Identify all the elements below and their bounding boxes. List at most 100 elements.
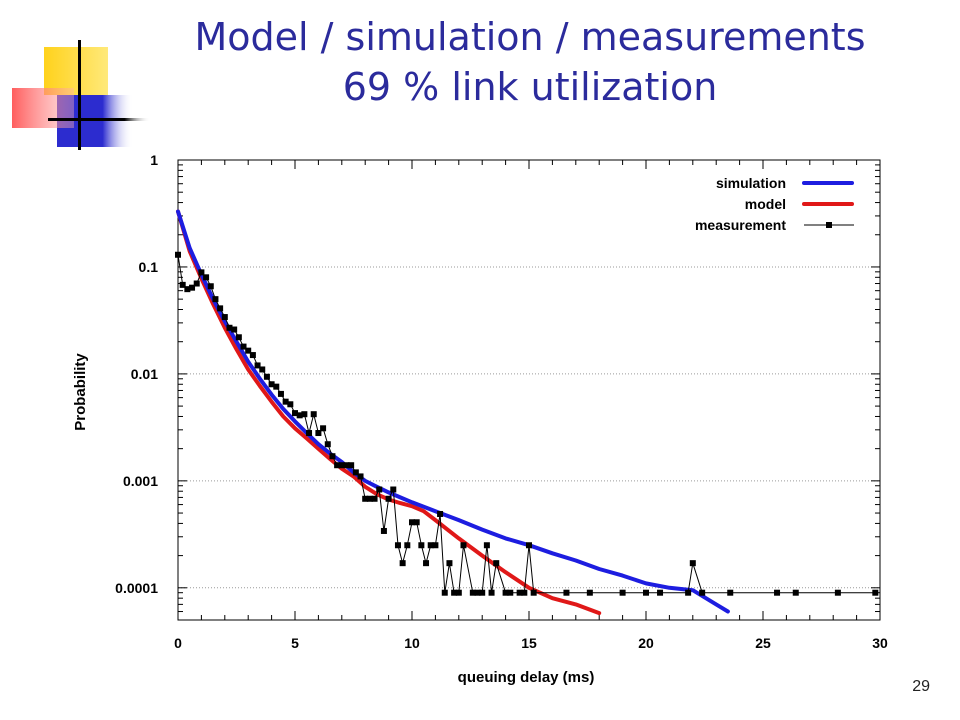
measurement-point — [409, 519, 415, 526]
legend-label-model: model — [745, 196, 786, 212]
simulation-line — [176, 209, 730, 614]
x-tick-label: 20 — [638, 635, 654, 651]
measurement-point — [390, 486, 397, 493]
measurement-point — [273, 383, 280, 390]
title-line-2: 69 % link utilization — [342, 65, 718, 109]
measurement-point — [586, 589, 593, 596]
measurement-point — [643, 589, 649, 596]
measurement-point — [685, 589, 692, 596]
measurement-point — [357, 473, 364, 480]
measurement-point — [203, 274, 210, 281]
title-line-1: Model / simulation / measurements — [194, 15, 866, 59]
x-axis-label: queuing delay (ms) — [458, 669, 595, 686]
x-tick-label: 30 — [872, 635, 888, 651]
measurement-point — [306, 430, 313, 437]
measurement-point — [516, 589, 523, 596]
measurement-point — [521, 589, 528, 596]
deco-yellow-square — [44, 47, 108, 95]
measurement-point — [404, 542, 411, 549]
measurement-point — [530, 589, 537, 596]
measurement-point — [474, 589, 481, 596]
measurement-line — [177, 254, 876, 594]
measurement-point — [441, 589, 448, 596]
measurement-point — [292, 410, 298, 417]
measurement-point — [413, 519, 420, 526]
measurement-point — [217, 305, 224, 312]
measurement-point — [423, 560, 430, 567]
measurement-point — [451, 589, 458, 596]
page-number: 29 — [912, 678, 930, 695]
measurement-point — [657, 589, 664, 596]
y-tick-label: 0.001 — [123, 473, 158, 489]
measurement-point — [254, 362, 261, 369]
x-tick-label: 5 — [291, 635, 299, 651]
measurement-point — [235, 334, 242, 341]
measurement-point — [792, 589, 799, 596]
slide-title: Model / simulation / measurements 69 % l… — [150, 12, 910, 112]
measurement-point — [310, 411, 317, 418]
measurement-point — [320, 425, 327, 432]
measurement-point — [418, 542, 425, 549]
measurement-point — [277, 390, 284, 397]
measurement-point — [231, 326, 238, 333]
legend-marker-measurement — [826, 222, 832, 228]
measurement-point — [296, 412, 303, 419]
measurement-point — [563, 589, 570, 596]
deco-red-square — [12, 88, 74, 128]
measurement-point — [399, 560, 406, 567]
measurement-point — [699, 589, 706, 596]
corner-decoration — [12, 40, 150, 150]
measurement-point — [455, 589, 462, 596]
measurement-point — [834, 589, 841, 596]
measurement-point — [689, 560, 696, 567]
measurement-point — [352, 469, 359, 476]
deco-horizontal-line — [48, 118, 150, 121]
y-tick-label: 0.01 — [131, 366, 158, 382]
measurement-point — [263, 373, 270, 380]
measurement-point — [366, 495, 373, 502]
x-tick-label: 0 — [174, 635, 182, 651]
measurement-point — [380, 527, 387, 534]
legend-label-simulation: simulation — [716, 175, 786, 191]
measurement-point — [507, 589, 514, 596]
measurement-point — [343, 462, 350, 469]
y-tick-label: 0.0001 — [115, 580, 158, 596]
measurement-point — [872, 589, 879, 596]
measurement-point — [175, 251, 181, 258]
measurement-point — [198, 269, 205, 276]
measurement-point — [362, 495, 369, 502]
series — [175, 209, 879, 616]
measurement-point — [493, 560, 500, 567]
measurement-point — [315, 430, 322, 437]
measurement-point — [619, 589, 626, 596]
measurement-point — [371, 495, 378, 502]
measurement-point — [259, 366, 266, 373]
measurement-point — [207, 283, 214, 290]
measurement-point — [301, 411, 308, 418]
measurement-point — [338, 462, 345, 469]
legend-label-measurement: measurement — [695, 217, 786, 233]
measurement-point — [249, 352, 256, 359]
x-tick-label: 25 — [755, 635, 771, 651]
measurement-point — [329, 453, 336, 460]
measurement-point — [460, 542, 467, 549]
grid — [178, 266, 880, 589]
measurement-point — [184, 286, 191, 293]
y-tick-label: 0.1 — [139, 259, 159, 275]
measurement-point — [469, 589, 476, 596]
measurement-point — [385, 495, 392, 502]
measurement-point — [245, 347, 252, 354]
measurement-point — [324, 441, 331, 448]
measurement-point — [727, 589, 734, 596]
measurement-point — [189, 284, 196, 291]
x-tick-label: 15 — [521, 635, 537, 651]
measurement-point — [240, 343, 247, 350]
measurement-point — [268, 381, 275, 388]
measurement-point — [348, 462, 355, 469]
deco-vertical-line — [78, 40, 81, 150]
measurement-point — [193, 280, 200, 287]
measurement-point — [432, 542, 439, 549]
measurement-point — [221, 314, 228, 321]
measurement-point — [479, 589, 486, 596]
